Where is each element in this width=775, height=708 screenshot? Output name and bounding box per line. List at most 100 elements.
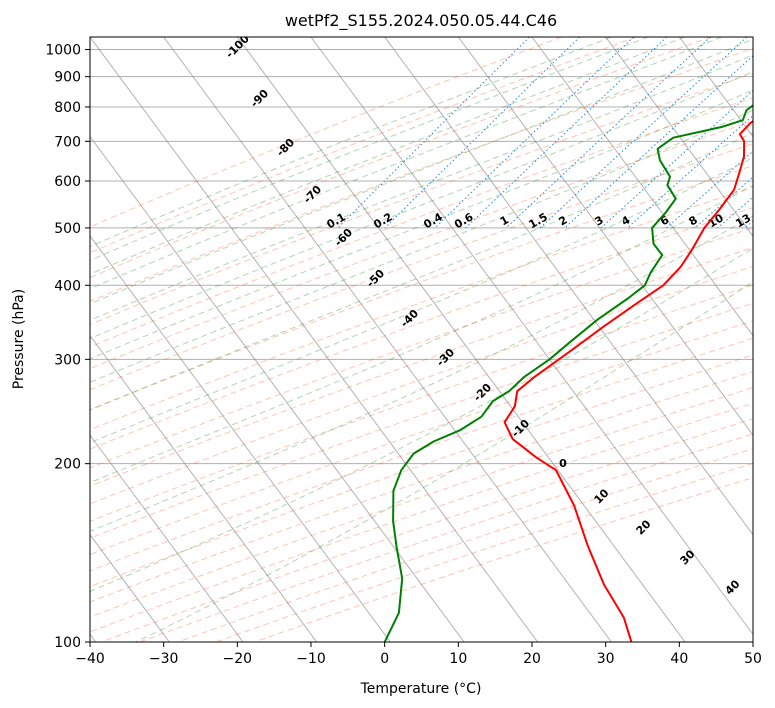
y-tick-label: 500: [54, 221, 81, 237]
isotherm-label: 30: [678, 547, 698, 567]
moist-adiabat: [90, 247, 753, 593]
isotherm-line: [90, 37, 539, 642]
moist-adiabat: [90, 37, 612, 248]
dry-adiabat: [90, 302, 753, 539]
x-tick-label: 40: [670, 651, 688, 667]
x-tick-label: 20: [523, 651, 541, 667]
y-tick-label: 300: [54, 352, 81, 368]
isotherm-label: 10: [592, 486, 612, 506]
isotherm-line: [90, 434, 244, 642]
moist-adiabat: [90, 184, 753, 484]
wet-bulb-label: -60: [332, 226, 355, 249]
mixing-ratio-line: [337, 37, 530, 229]
isotherm-line: [236, 37, 686, 642]
dewpoint-profile-line: [383, 104, 753, 642]
isotherm-line: [457, 37, 753, 437]
isotherm-line: [90, 334, 318, 642]
y-tick-label: 1000: [45, 43, 81, 59]
mixing-ratio-line: [564, 55, 753, 229]
mixing-ratio-line: [505, 37, 711, 229]
temperature-profile-line: [503, 119, 753, 642]
chart-title: wetPf2_S155.2024.050.05.44.C46: [285, 11, 557, 31]
isotherm-line: [90, 235, 391, 642]
mixing-ratio-label: 1: [498, 213, 511, 228]
x-tick-label: 30: [597, 651, 615, 667]
dry-adiabat: [139, 433, 753, 642]
moist-adiabat: [90, 37, 649, 261]
y-tick-label: 700: [54, 134, 81, 150]
mixing-ratio-line: [694, 176, 753, 229]
wet-bulb-label: -50: [364, 267, 387, 290]
isotherm-line: [310, 37, 753, 636]
isotherm-label: 20: [634, 517, 654, 537]
moist-adiabat: [90, 215, 753, 532]
mixing-ratio-label: 8: [687, 213, 700, 228]
isotherm-line: [531, 37, 753, 337]
wet-bulb-label: -80: [274, 136, 297, 159]
dry-adiabat: [90, 37, 562, 228]
grid-layer: [90, 37, 753, 642]
x-tick-label: −30: [149, 651, 179, 667]
dry-adiabat: [90, 186, 753, 431]
x-tick-label: −10: [296, 651, 326, 667]
y-tick-label: 900: [54, 70, 81, 86]
mixing-ratio-label: 16: [756, 211, 775, 230]
isotherm-line: [90, 135, 465, 642]
isotherm-line: [90, 533, 170, 642]
isotherm-line: [163, 37, 612, 642]
x-tick-label: 10: [449, 651, 467, 667]
mixing-ratio-label: 2: [556, 213, 569, 228]
dry-adiabat: [90, 387, 753, 618]
isotherm-label: 40: [723, 577, 743, 597]
dry-adiabat: [90, 72, 753, 326]
y-tick-label: 400: [54, 278, 81, 294]
wet-bulb-label: -100: [223, 32, 252, 61]
dry-adiabat: [90, 47, 753, 303]
isotherm-line: [605, 37, 753, 237]
y-tick-label: 600: [54, 174, 81, 190]
profile-series: [383, 104, 753, 642]
moist-adiabat: [90, 109, 753, 383]
wet-bulb-label: -70: [301, 183, 324, 206]
mixing-ratio-line: [600, 89, 753, 229]
y-axis-label: Pressure (hPa): [11, 289, 27, 389]
moist-adiabat: [90, 132, 753, 411]
isotherm-line: [384, 37, 753, 536]
x-tick-label: −20: [223, 651, 253, 667]
x-axis-label: Temperature (°C): [360, 681, 482, 697]
moist-adiabat: [90, 71, 753, 339]
y-tick-label: 100: [54, 635, 81, 651]
plot-frame: [89, 36, 754, 643]
y-tick-label: 200: [54, 457, 81, 473]
mixing-ratio-label: 4: [619, 213, 632, 228]
y-tick-label: 800: [54, 100, 81, 116]
zero-isotherm-label: 0: [559, 457, 567, 470]
dry-adiabat: [90, 227, 753, 469]
moist-adiabat: [90, 38, 753, 305]
x-tick-label: −40: [75, 651, 105, 667]
x-tick-label: 0: [380, 651, 389, 667]
moist-adiabat: [135, 281, 753, 642]
dry-adiabat: [254, 477, 753, 642]
axis-ticks: −40 −30 −20 −10 0 10 20 30 40 5010009008007006005…: [45, 43, 762, 667]
dry-adiabat: [90, 97, 753, 348]
moist-adiabat: [90, 89, 753, 360]
dry-adiabat: [90, 246, 753, 487]
dry-adiabat: [90, 402, 753, 633]
mixing-ratio-line: [465, 37, 668, 229]
reference-lines: [90, 37, 775, 642]
dry-adiabat: [90, 337, 753, 572]
moist-adiabat: [90, 157, 753, 444]
mixing-ratio-line: [384, 37, 581, 229]
moist-adiabat: [90, 37, 723, 290]
dry-adiabat: [90, 284, 753, 522]
mixing-ratio-line: [767, 37, 775, 228]
x-tick-label: 50: [744, 651, 762, 667]
dry-adiabat: [90, 37, 712, 279]
mixing-ratio-label: 3: [593, 213, 606, 228]
dry-adiabat: [90, 354, 753, 588]
dry-adiabat: [90, 37, 637, 254]
mixing-ratio-label: 13: [733, 211, 753, 230]
mixing-ratio-line: [434, 37, 634, 229]
